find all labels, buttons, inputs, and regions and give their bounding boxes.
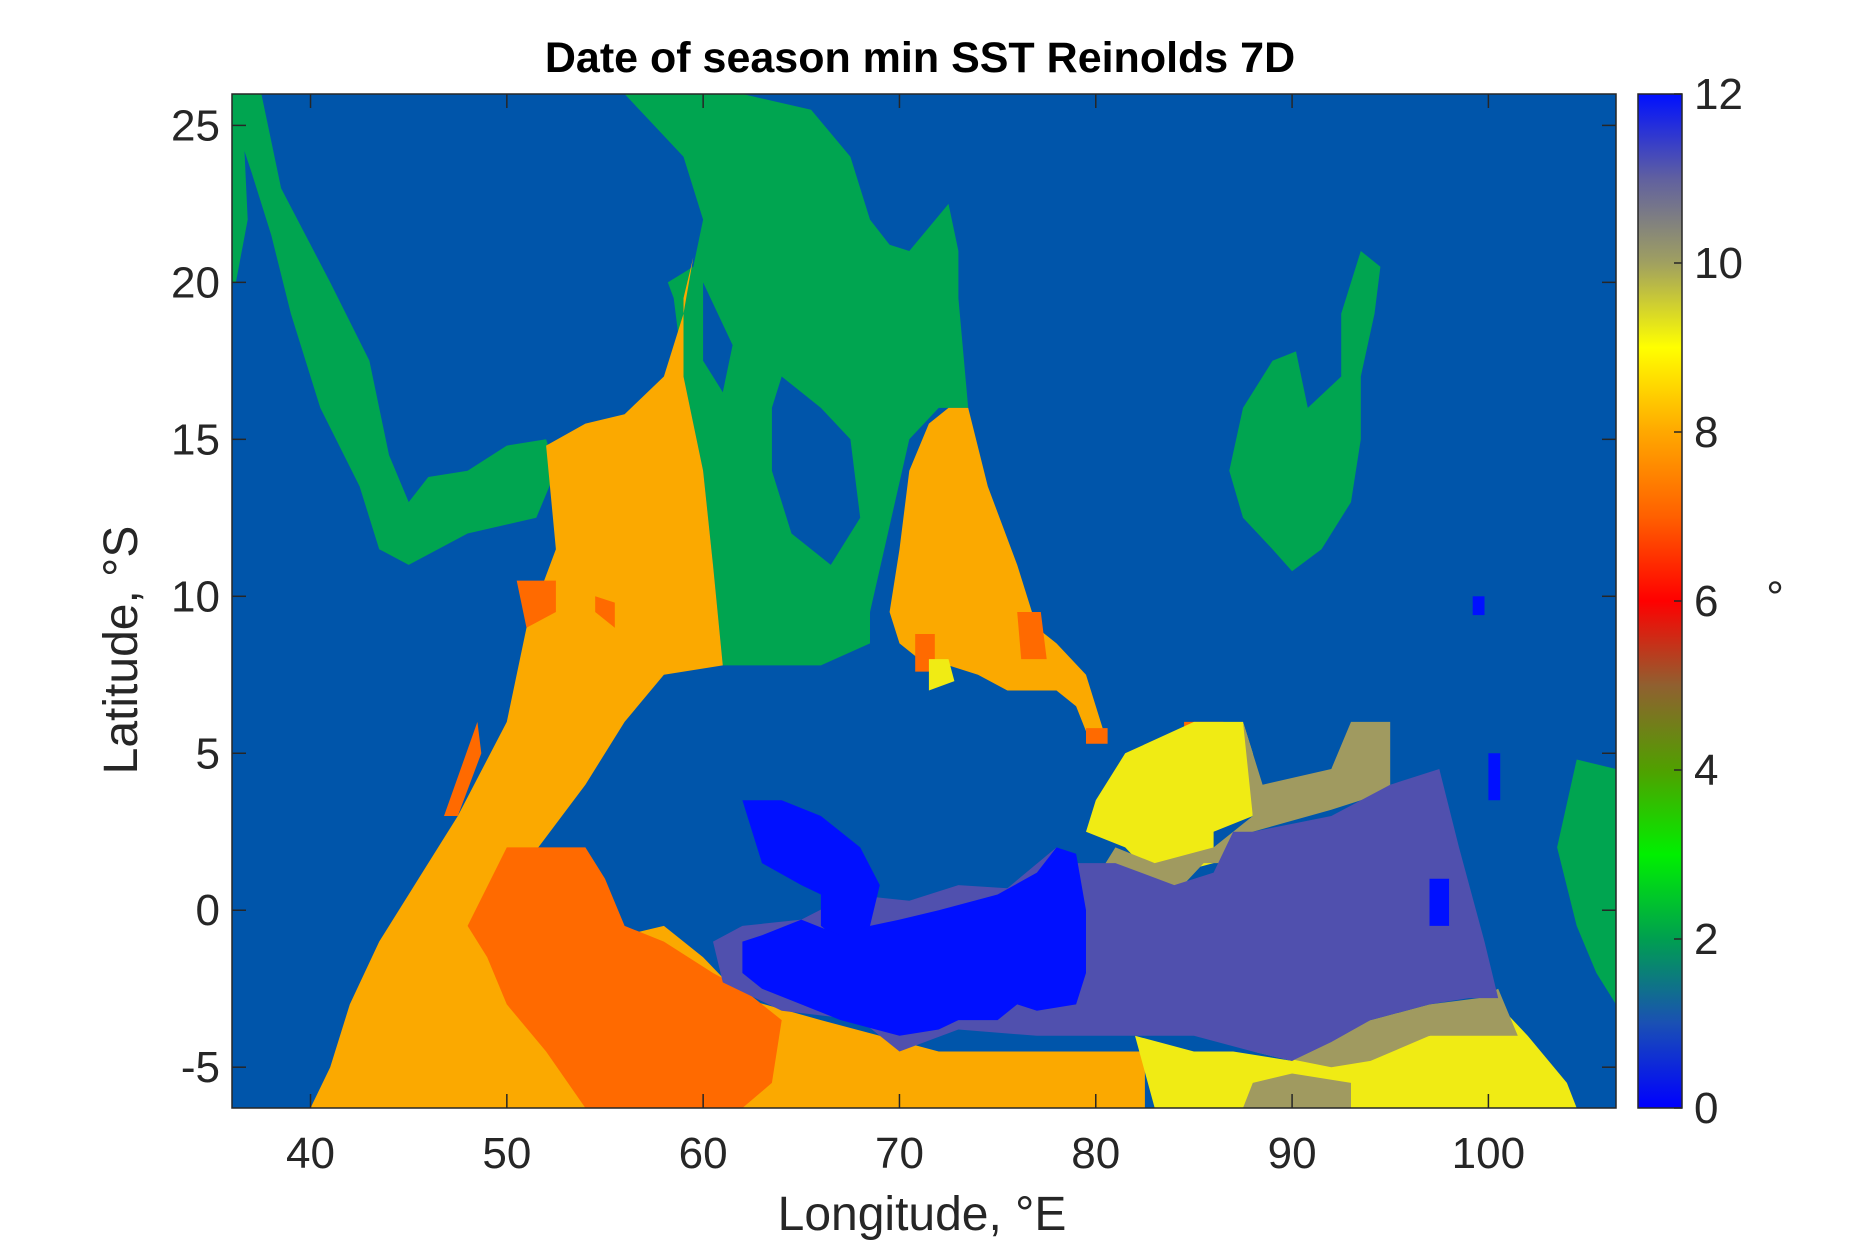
y-axis-label: Latitude, °S [95,526,148,775]
colorbar-tick-label: 10 [1694,239,1743,288]
x-tick-label: 90 [1268,1129,1317,1178]
x-tick-label: 60 [679,1129,728,1178]
region-khaki-south [1252,988,1518,1068]
colorbar-tick-label: 12 [1694,70,1743,119]
chart-title: Date of season min SST Reinolds 7D [545,34,1295,82]
x-axis-label: Longitude, °E [778,1188,1067,1241]
region-darkorange-somali-coast [444,721,482,816]
x-tick-label: 70 [875,1129,924,1178]
region-yellow-india-tip [928,659,955,691]
region-green-africa-horn [232,94,248,283]
x-tick-label: 50 [482,1129,531,1178]
region-green-southeast [1557,759,1616,1005]
colorbar-tick-label: 6 [1694,577,1718,626]
y-tick-label: -5 [181,1043,220,1092]
y-tick-label: 20 [171,258,220,307]
region-darkorange-central [467,847,782,1108]
colorbar-tick-label: 0 [1694,1084,1718,1133]
region-blue-arabian-pocket [771,376,861,565]
region-yellow-bay-bengal [1086,721,1253,879]
region-orange-india [889,407,1106,738]
region-darkorange-india-tip [1017,612,1047,660]
x-tick-label: 80 [1071,1129,1120,1178]
region-blue-central-2 [742,847,1086,1036]
x-tick-label: 100 [1452,1129,1525,1178]
region-darkorange-africa-gulf [516,580,556,628]
region-green-bay-bengal [1229,251,1381,572]
x-axis-ticks: 40 50 60 70 80 90 100 [286,94,1525,1178]
colorbar-tick-label: 2 [1694,915,1718,964]
region-green-arabian-sea-north [624,94,969,666]
region-khaki-south-2 [1243,1073,1351,1108]
y-tick-label: 5 [196,729,220,778]
colorbar-tick-label: 8 [1694,408,1718,457]
region-darkorange-sri-lanka [1086,728,1108,744]
y-tick-label: 0 [196,886,220,935]
y-axis-ticks: -5 0 5 10 15 20 25 [171,101,1616,1092]
plot-frame [231,93,1617,1109]
colorbar: 0 2 4 6 8 10 12 [1637,70,1743,1133]
region-blue-central [742,800,880,942]
region-blue-east-2 [1488,753,1501,801]
x-tick-label: 40 [286,1129,335,1178]
region-blue-east-3 [1472,596,1485,616]
region-green-arabia [232,94,556,565]
y-tick-label: 25 [171,101,220,150]
region-blue-east [1429,878,1450,926]
region-darkorange-arabia-dot [595,596,615,628]
colorbar-tick-label: 4 [1694,746,1718,795]
map-plot-area [231,93,1617,1109]
colorbar-unit-label: ° [1766,573,1784,622]
y-tick-label: 10 [171,572,220,621]
region-blue-arabian-pocket-2 [703,282,733,393]
y-tick-label: 15 [171,415,220,464]
